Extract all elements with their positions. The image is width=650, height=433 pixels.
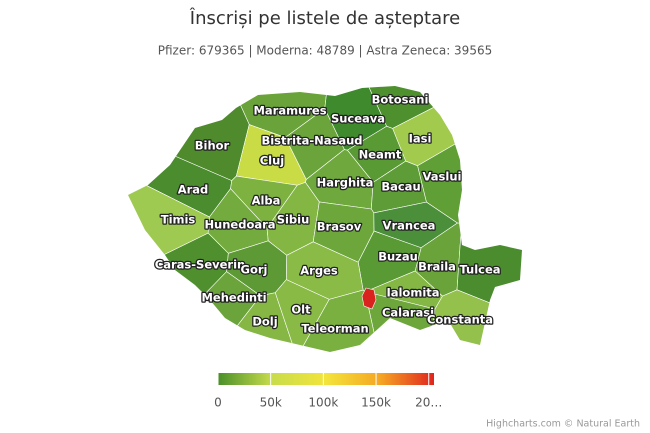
county-label: Ialomita bbox=[386, 286, 439, 300]
legend-tick-label: 0 bbox=[214, 396, 222, 410]
legend-tick-label: 20… bbox=[415, 396, 442, 410]
county-region bbox=[417, 86, 522, 224]
county-label: Calarasi bbox=[382, 306, 434, 320]
county-label: Neamt bbox=[359, 148, 402, 162]
legend-tick-label: 50k bbox=[260, 396, 282, 410]
county-label: Iasi bbox=[409, 132, 432, 146]
county-label: Arges bbox=[300, 264, 338, 278]
county-label: Timis bbox=[161, 213, 196, 227]
county-label: Cluj bbox=[260, 154, 285, 168]
county-label: Bacau bbox=[381, 180, 420, 194]
county-label: Botosani bbox=[372, 93, 429, 107]
county-label: Tulcea bbox=[459, 263, 500, 277]
legend-tick-label: 150k bbox=[361, 396, 391, 410]
county-label: Dolj bbox=[252, 315, 277, 329]
county-label: Vaslui bbox=[423, 170, 462, 184]
county-label: Constanta bbox=[427, 313, 493, 327]
county-label: Suceava bbox=[331, 112, 385, 126]
county-label: Olt bbox=[291, 303, 311, 317]
map-labels: Maramures Botosani Suceava Iasi Bihor Bistrit… bbox=[154, 91, 502, 337]
credits: Highcharts.com © Natural Earth bbox=[486, 419, 640, 430]
county-label: Buzau bbox=[378, 250, 418, 264]
county-label: Bistrita-Nasaud bbox=[261, 134, 362, 148]
county-label: Caras-Severin bbox=[155, 258, 245, 272]
county-label: Sibiu bbox=[277, 213, 310, 227]
title: Înscriși pe listele de așteptare bbox=[189, 7, 460, 29]
county-label: Teleorman bbox=[301, 322, 368, 336]
county-label: Alba bbox=[252, 194, 281, 208]
county-label: Braila bbox=[418, 260, 456, 274]
county-region bbox=[128, 232, 229, 352]
county-label: Maramures bbox=[253, 104, 326, 118]
county-label: Bihor bbox=[195, 139, 230, 153]
county-label: Brasov bbox=[317, 220, 362, 234]
color-axis bbox=[218, 373, 434, 385]
county-label: Gorj bbox=[241, 263, 268, 277]
county-region bbox=[425, 289, 522, 352]
subtitle: Pfizer: 679365 | Moderna: 48789 | Astra … bbox=[158, 44, 492, 58]
county-label: Harghita bbox=[317, 176, 374, 190]
bucharest-region bbox=[361, 287, 377, 310]
county-label: Mehedinti bbox=[201, 291, 266, 305]
county-label: Arad bbox=[178, 183, 209, 197]
legend: 0 50k 100k 150k 20… bbox=[214, 373, 442, 410]
county-label: Hunedoara bbox=[204, 218, 275, 232]
county-label: Vrancea bbox=[383, 219, 436, 233]
legend-tick-label: 100k bbox=[308, 396, 338, 410]
